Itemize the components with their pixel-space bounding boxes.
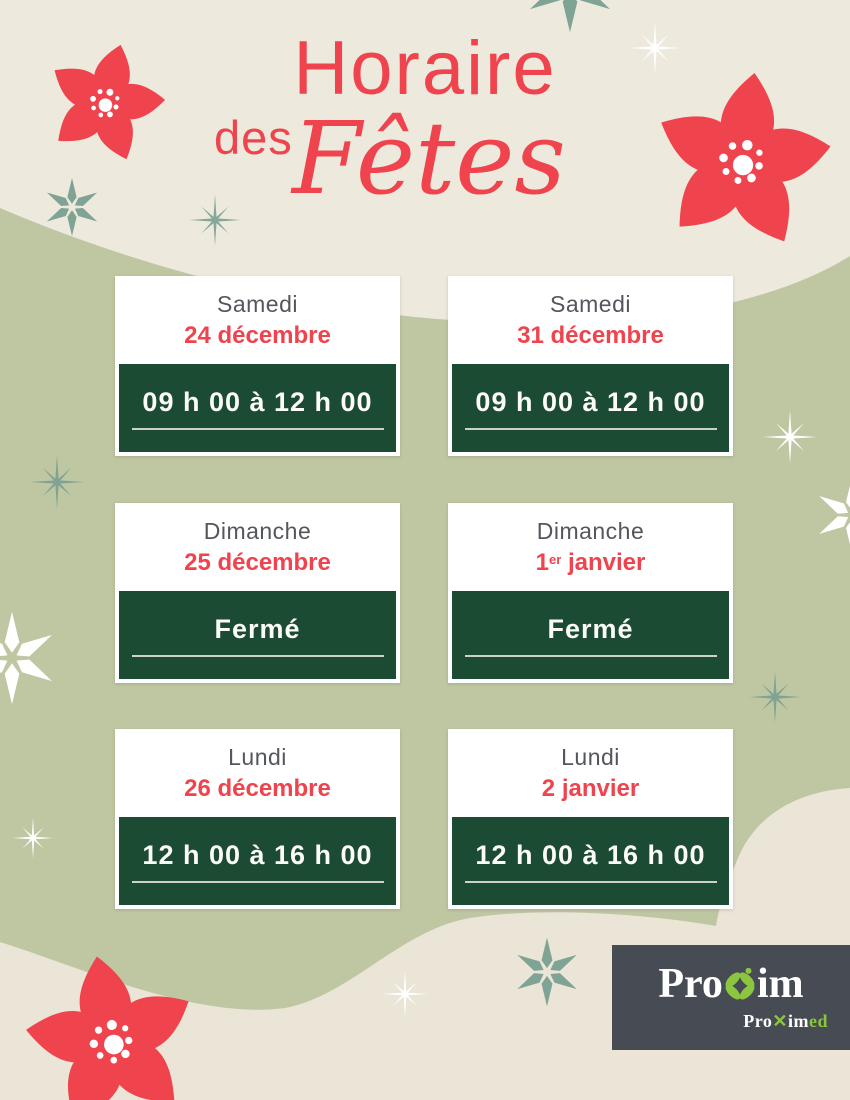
hours-underline (131, 880, 384, 883)
hours-underline (131, 427, 384, 430)
card-date-rest: janvier (561, 549, 646, 576)
card-day-label: Samedi (550, 291, 631, 317)
card-hours-block: 12 h 00 à 16 h 00 (452, 817, 729, 905)
card-hours-text: Fermé (214, 613, 301, 644)
card-hours-block: 12 h 00 à 16 h 00 (119, 817, 396, 905)
schedule-card-dec26: Lundi 26 décembre 12 h 00 à 16 h 00 (115, 729, 400, 909)
logo-text-post: im (756, 961, 804, 1007)
card-hours-text: 09 h 00 à 12 h 00 (142, 386, 373, 417)
poster-title-line2: des (214, 111, 293, 164)
schedule-card-jan1: Dimanche 1er janvier Fermé (448, 503, 733, 683)
card-date-text: 2 janvier (541, 775, 640, 802)
schedule-card-dec24: Samedi 24 décembre 09 h 00 à 12 h 00 (115, 276, 400, 456)
proximed-wordmark: Pro✕imed (743, 1011, 828, 1032)
card-hours-block: Fermé (452, 591, 729, 679)
schedule-card-dec25: Dimanche 25 décembre Fermé (115, 503, 400, 683)
card-date-label: 1er janvier (448, 549, 733, 577)
card-date-text: 31 décembre (517, 322, 664, 349)
proximed-x-icon: ✕ (772, 1011, 788, 1031)
card-date-label: 26 décembre (115, 775, 400, 803)
card-date-label: 24 décembre (115, 322, 400, 350)
card-date-label: 31 décembre (448, 322, 733, 350)
poster-title-line1: Horaire (293, 26, 557, 111)
card-hours-block: Fermé (119, 591, 396, 679)
poster-title-line3: Fêtes (292, 100, 566, 217)
card-date-text: 25 décembre (184, 549, 331, 576)
hours-underline (464, 880, 717, 883)
card-day-label: Lundi (561, 744, 620, 770)
logo-text-pre: Pro (658, 961, 723, 1007)
card-hours-text: Fermé (547, 613, 634, 644)
sub-text-pre: Pro (743, 1011, 773, 1031)
sub-text-post: ed (809, 1011, 828, 1031)
card-hours-block: 09 h 00 à 12 h 00 (452, 364, 729, 452)
card-hours-block: 09 h 00 à 12 h 00 (119, 364, 396, 452)
proxim-wordmark: Pro im (612, 963, 850, 1010)
card-day-label: Lundi (228, 744, 287, 770)
hours-underline (131, 654, 384, 657)
sub-text-mid: im (788, 1011, 809, 1031)
card-day-label: Dimanche (536, 518, 645, 544)
hours-underline (464, 427, 717, 430)
schedule-card-jan2: Lundi 2 janvier 12 h 00 à 16 h 00 (448, 729, 733, 909)
hours-underline (464, 654, 717, 657)
card-date-text: 1 (535, 549, 549, 576)
card-date-ordinal: er (549, 552, 562, 567)
card-date-label: 25 décembre (115, 549, 400, 577)
cream-top-blob (0, 0, 850, 323)
card-day-label: Dimanche (203, 518, 312, 544)
schedule-card-dec31: Samedi 31 décembre 09 h 00 à 12 h 00 (448, 276, 733, 456)
card-hours-text: 12 h 00 à 16 h 00 (475, 839, 706, 870)
card-date-text: 26 décembre (184, 775, 331, 802)
card-hours-text: 12 h 00 à 16 h 00 (142, 839, 373, 870)
card-date-text: 24 décembre (184, 322, 331, 349)
proxim-logo: Pro im Pro✕imed (612, 945, 850, 1050)
card-hours-text: 09 h 00 à 12 h 00 (475, 386, 706, 417)
proxim-x-leaf-icon (724, 967, 756, 1010)
card-date-label: 2 janvier (448, 775, 733, 803)
card-day-label: Samedi (217, 291, 298, 317)
